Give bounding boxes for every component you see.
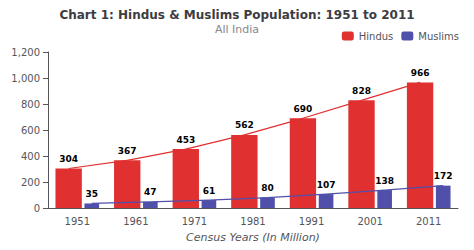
svg-text:138: 138 bbox=[375, 176, 394, 186]
svg-text:Census Years (In Million): Census Years (In Million) bbox=[186, 231, 320, 244]
svg-text:1971: 1971 bbox=[182, 216, 207, 227]
svg-text:Hindus: Hindus bbox=[359, 31, 394, 42]
svg-text:61: 61 bbox=[203, 186, 216, 196]
svg-text:1,000: 1,000 bbox=[11, 73, 40, 84]
svg-text:200: 200 bbox=[21, 177, 40, 188]
svg-text:All India: All India bbox=[215, 23, 259, 36]
svg-text:2011: 2011 bbox=[416, 216, 441, 227]
svg-text:690: 690 bbox=[294, 104, 313, 114]
svg-text:453: 453 bbox=[176, 135, 195, 145]
svg-text:1951: 1951 bbox=[65, 216, 90, 227]
svg-text:107: 107 bbox=[317, 180, 336, 190]
svg-text:Chart 1: Hindus & Muslims Popu: Chart 1: Hindus & Muslims Population: 19… bbox=[59, 8, 414, 22]
svg-text:800: 800 bbox=[21, 99, 40, 110]
svg-text:1,200: 1,200 bbox=[11, 47, 40, 58]
svg-text:367: 367 bbox=[118, 146, 137, 156]
svg-text:1961: 1961 bbox=[123, 216, 148, 227]
svg-text:828: 828 bbox=[352, 86, 371, 96]
svg-text:0: 0 bbox=[34, 203, 40, 214]
svg-text:2001: 2001 bbox=[357, 216, 382, 227]
svg-text:80: 80 bbox=[261, 183, 274, 193]
svg-text:1991: 1991 bbox=[299, 216, 324, 227]
svg-text:304: 304 bbox=[59, 154, 78, 164]
svg-text:172: 172 bbox=[434, 171, 453, 181]
svg-text:400: 400 bbox=[21, 151, 40, 162]
svg-text:47: 47 bbox=[144, 187, 157, 197]
svg-text:Muslims: Muslims bbox=[418, 31, 459, 42]
svg-text:1981: 1981 bbox=[240, 216, 265, 227]
svg-text:35: 35 bbox=[86, 189, 99, 199]
svg-text:600: 600 bbox=[21, 125, 40, 136]
svg-text:966: 966 bbox=[411, 68, 430, 78]
svg-text:562: 562 bbox=[235, 120, 254, 130]
